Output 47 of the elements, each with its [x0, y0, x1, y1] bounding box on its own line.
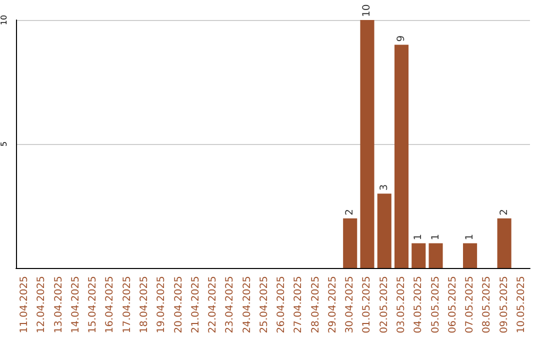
x-tick-label: 23.04.2025: [224, 276, 236, 334]
x-tick-label: 05.05.2025: [430, 276, 442, 334]
bar: [412, 243, 426, 268]
data-label: 2: [498, 209, 510, 216]
y-tick-label: 5: [0, 141, 8, 147]
x-tick-label: 17.04.2025: [122, 276, 133, 334]
x-tick-label: 06.05.2025: [447, 276, 458, 334]
x-tick-label: 27.04.2025: [293, 276, 304, 334]
x-tick-label: 25.04.2025: [258, 276, 270, 334]
bar: [343, 218, 358, 268]
data-label: 3: [378, 184, 390, 191]
data-label: 1: [413, 234, 424, 240]
x-tick-label: 12.04.2025: [36, 276, 48, 334]
x-tick-label: 26.04.2025: [276, 276, 288, 334]
x-tick-label: 13.04.2025: [53, 276, 64, 334]
x-tick-label: 16.04.2025: [104, 276, 116, 334]
x-tick-label: 28.04.2025: [310, 276, 322, 334]
x-tick-label: 10.05.2025: [516, 276, 527, 334]
x-tick-label: 01.05.2025: [362, 276, 373, 334]
data-label: 1: [430, 234, 442, 240]
x-tick-label: 07.05.2025: [464, 276, 476, 334]
bar: [428, 243, 443, 268]
bar: [497, 218, 512, 268]
bar: [360, 20, 374, 268]
x-tick-label: 21.04.2025: [190, 276, 202, 334]
x-tick-label: 18.04.2025: [139, 276, 150, 334]
x-tick-label: 14.04.2025: [70, 276, 82, 334]
x-tick-label: 04.05.2025: [413, 276, 424, 334]
data-label: 1: [464, 234, 476, 240]
data-label: 9: [396, 35, 407, 42]
x-tick-label: 30.04.2025: [344, 276, 356, 334]
x-tick-label: 11.04.2025: [19, 276, 30, 334]
x-tick-label: 03.05.2025: [396, 276, 407, 334]
x-tick-label: 19.04.2025: [156, 276, 168, 334]
x-tick-label: 29.04.2025: [327, 276, 338, 334]
x-tick-label: 20.04.2025: [173, 276, 184, 334]
x-tick-label: 22.04.2025: [208, 276, 219, 334]
x-tick-label: 15.04.2025: [88, 276, 99, 334]
bar: [377, 194, 392, 268]
data-label: 10: [362, 4, 373, 17]
x-tick-label: 02.05.2025: [378, 276, 390, 334]
bar: [394, 44, 409, 268]
data-label: 2: [344, 209, 356, 216]
bar: [463, 243, 478, 268]
x-tick-label: 24.04.2025: [242, 276, 253, 334]
x-tick-label: 08.05.2025: [482, 276, 493, 334]
x-tick-label: 09.05.2025: [498, 276, 510, 334]
